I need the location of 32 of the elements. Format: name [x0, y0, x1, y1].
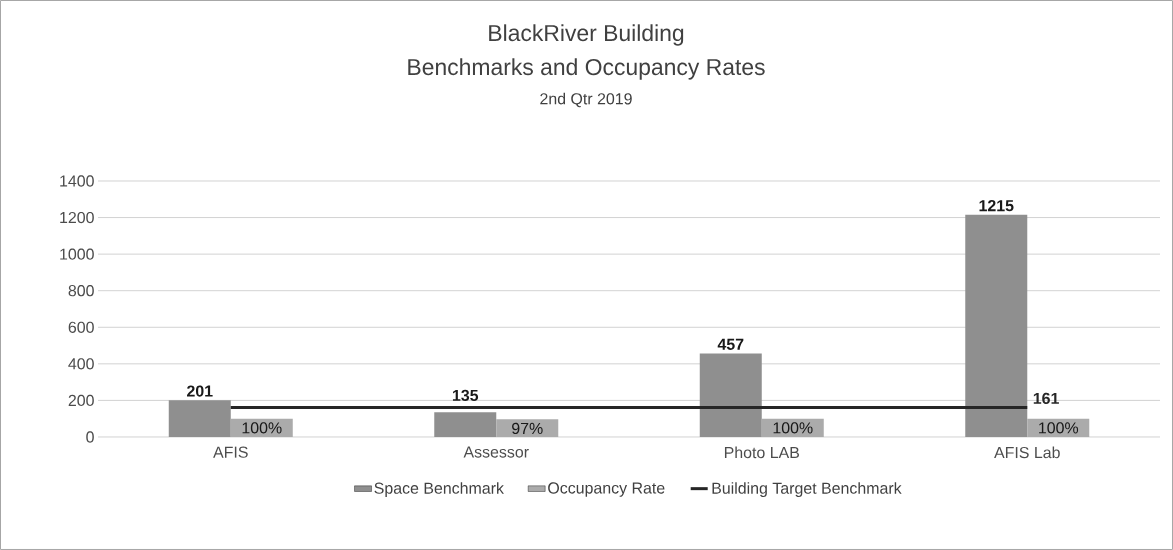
y-tick-label: 1400 — [60, 175, 94, 187]
y-tick-label: 1200 — [60, 211, 94, 224]
y-tick-label: 200 — [68, 394, 94, 407]
bar — [965, 214, 1028, 437]
data-label: 161 — [1033, 392, 1059, 405]
legend-label: Occupancy Rate — [548, 482, 665, 497]
y-tick-label: 0 — [86, 431, 94, 443]
legend-label: Building Target Benchmark — [712, 482, 902, 497]
chart-subtitle: Benchmarks and Occupancy Rates — [408, 58, 765, 80]
data-label: 201 — [187, 385, 213, 397]
legend-label: Space Benchmark — [374, 482, 504, 497]
data-label: 100% — [1039, 422, 1079, 434]
data-label: 100% — [242, 422, 282, 434]
data-label: 100% — [773, 422, 813, 434]
data-label: 1215 — [979, 200, 1014, 212]
x-tick-label: Photo LAB — [724, 446, 800, 459]
bar — [168, 400, 231, 437]
text: 2nd Qtr 2019 — [540, 92, 632, 108]
x-tick-label: AFIS Lab — [994, 446, 1060, 459]
bar — [434, 412, 497, 437]
y-tick-label: 1000 — [60, 248, 94, 260]
bar — [699, 353, 762, 437]
chart-title: BlackRiver Building — [489, 24, 684, 46]
data-label: 135 — [452, 389, 479, 402]
x-tick-label: Assessor — [463, 446, 529, 458]
y-tick-label: 600 — [68, 321, 94, 333]
bar — [496, 419, 559, 437]
data-label: 97% — [512, 422, 543, 435]
x-tick-label: AFIS — [213, 446, 248, 458]
y-tick-label: 800 — [68, 285, 94, 297]
data-label: 457 — [717, 338, 744, 350]
y-tick-label: 400 — [68, 358, 94, 370]
